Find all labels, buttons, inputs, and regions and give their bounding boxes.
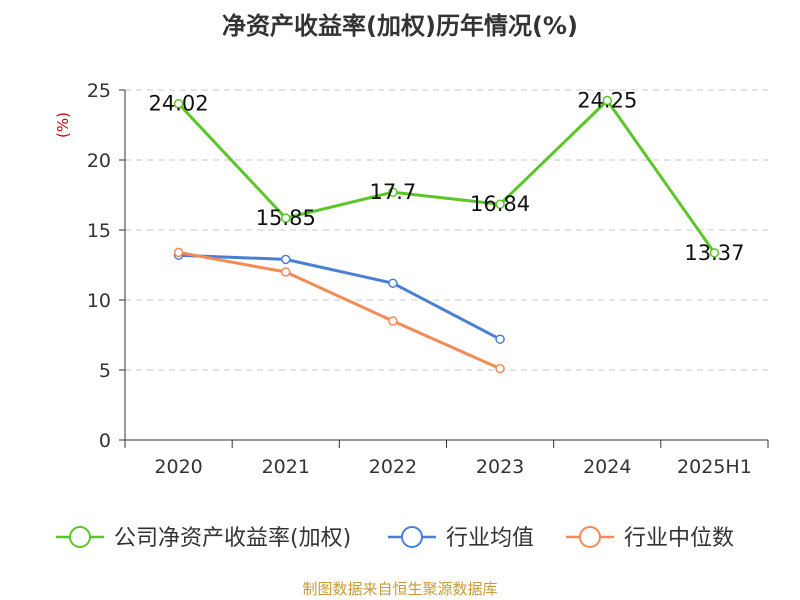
data-point xyxy=(173,98,184,109)
data-point xyxy=(495,363,505,374)
data-label: 17.7 xyxy=(370,180,417,204)
data-point xyxy=(281,213,291,223)
legend-marker xyxy=(401,526,423,548)
data-point xyxy=(173,247,184,258)
x-tick-label: 2021 xyxy=(262,456,310,478)
legend-item-2: 行业中位数 xyxy=(566,526,734,551)
data-point xyxy=(281,254,291,265)
y-tick-label: 0 xyxy=(99,430,111,452)
axes: 0 5 10 15 20 25 2020 2021 2022 2023 2024 2025H1 (%) xyxy=(54,80,769,478)
series-line-0 xyxy=(177,99,716,254)
series-layer xyxy=(173,95,720,374)
data-point xyxy=(495,199,505,209)
y-tick-label: 20 xyxy=(87,150,111,172)
data-point xyxy=(495,334,505,344)
legend-item-1: 行业均值 xyxy=(388,526,534,551)
y-tick-label: 5 xyxy=(99,360,111,382)
y-axis-label: (%) xyxy=(54,112,72,138)
data-label: 24.02 xyxy=(149,92,209,116)
x-tick-label: 2022 xyxy=(369,456,417,478)
x-tick-label: 2025H1 xyxy=(677,456,752,478)
series-line-1 xyxy=(178,253,501,341)
data-source-note: 制图数据来自恒生聚源数据库 xyxy=(302,580,498,598)
data-point xyxy=(388,278,398,288)
series-line-2 xyxy=(178,250,501,370)
data-label: 16.84 xyxy=(470,192,530,216)
legend: 公司净资产收益率(加权) 行业均值 行业中位数 xyxy=(56,526,734,551)
legend-marker xyxy=(69,526,91,548)
legend-item-0: 公司净资产收益率(加权) xyxy=(56,526,351,551)
data-label: 24.25 xyxy=(577,89,637,113)
data-label: 15.85 xyxy=(256,206,316,230)
data-label: 13.37 xyxy=(684,241,744,265)
data-point xyxy=(388,187,398,197)
data-point xyxy=(281,267,291,277)
chart-title: 净资产收益率(加权)历年情况(%) xyxy=(222,12,578,40)
y-tick-label: 10 xyxy=(87,290,111,312)
data-point xyxy=(602,95,612,106)
legend-label: 行业均值 xyxy=(446,526,534,551)
gridlines xyxy=(125,89,768,371)
y-tick-label: 25 xyxy=(87,80,111,102)
data-point xyxy=(388,316,398,326)
data-labels: 24.02 15.85 17.7 16.84 24.25 13.37 xyxy=(149,89,745,265)
legend-label: 公司净资产收益率(加权) xyxy=(114,526,351,551)
legend-marker xyxy=(579,526,601,548)
data-point xyxy=(709,248,720,258)
x-tick-label: 2023 xyxy=(476,456,524,478)
y-tick-label: 15 xyxy=(87,220,111,242)
x-tick-label: 2020 xyxy=(154,456,202,478)
legend-label: 行业中位数 xyxy=(624,526,734,551)
x-tick-label: 2024 xyxy=(583,456,631,478)
